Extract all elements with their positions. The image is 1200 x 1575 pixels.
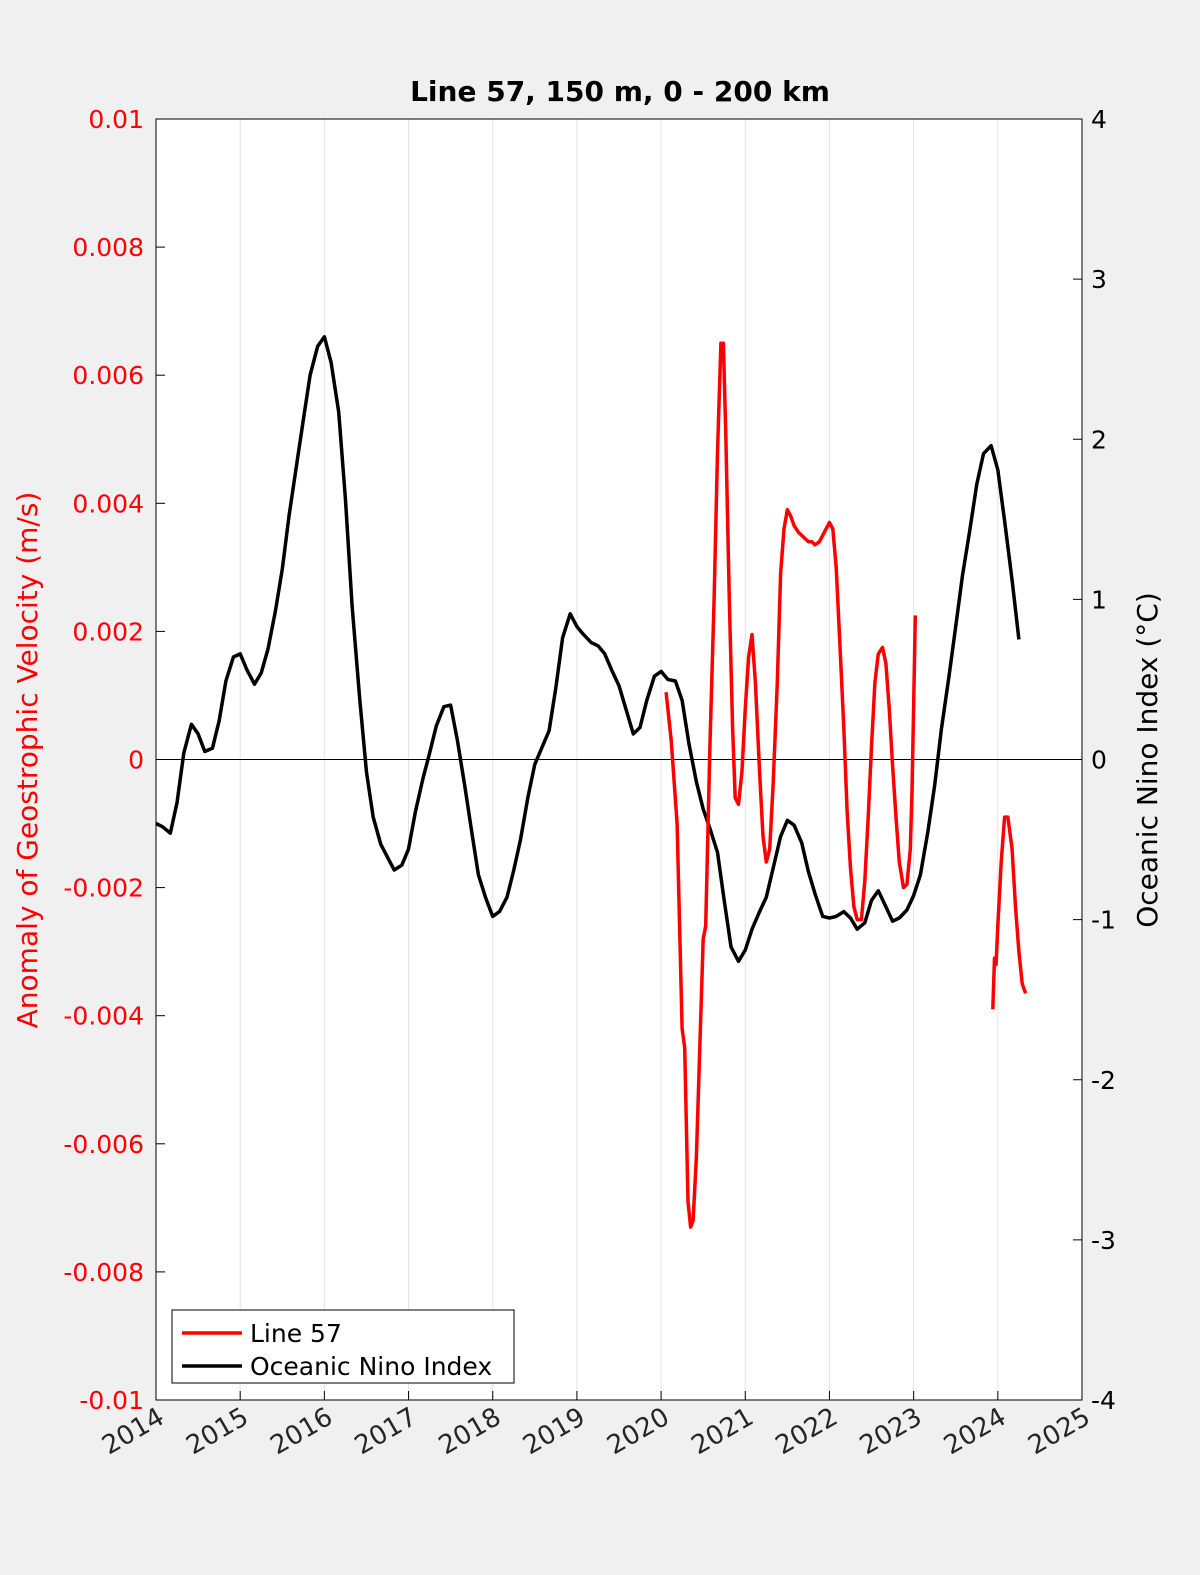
series-line-line-57 [664, 341, 918, 1229]
left-tick-label: 0 [128, 746, 144, 775]
legend: Line 57 Oceanic Nino Index [171, 1309, 515, 1384]
right-y-axis: 4 3 2 1 0 -1 -2 -3 -4 [1073, 105, 1116, 1415]
right-tick-label: 4 [1091, 105, 1107, 134]
series-line-oceanic-nino-index [155, 335, 1021, 964]
right-axis-label: Oceanic Nino Index (°C) [1131, 592, 1164, 928]
left-axis-label: Anomaly of Geostrophic Velocity (m/s) [11, 492, 44, 1029]
right-tick-label: -1 [1091, 906, 1116, 935]
right-tick-label: -3 [1091, 1226, 1116, 1255]
left-tick-label: -0.004 [63, 1002, 144, 1031]
left-y-axis: 0.01 0.008 0.006 0.004 0.002 0 -0.002 -0.004 -0.… [63, 105, 165, 1415]
chart-title: Line 57, 150 m, 0 - 200 km [410, 75, 830, 108]
left-tick-label: -0.006 [63, 1130, 144, 1159]
legend-label-oni: Oceanic Nino Index [250, 1352, 492, 1381]
left-tick-label: 0.008 [72, 233, 144, 262]
legend-label-line57: Line 57 [250, 1319, 342, 1348]
left-tick-label: 0.004 [72, 489, 144, 518]
series-line-line-57 [991, 815, 1028, 1010]
right-tick-label: 2 [1091, 425, 1107, 454]
left-tick-label: 0.002 [72, 617, 144, 646]
left-tick-label: -0.008 [63, 1258, 144, 1287]
left-tick-label: 0.01 [88, 105, 144, 134]
right-tick-label: -2 [1091, 1066, 1116, 1095]
right-tick-label: 0 [1091, 746, 1107, 775]
left-tick-label: -0.01 [79, 1386, 144, 1415]
series-layer [155, 335, 1028, 1229]
left-tick-label: -0.002 [63, 874, 144, 903]
right-tick-label: 3 [1091, 265, 1107, 294]
left-tick-label: 0.006 [72, 361, 144, 390]
right-tick-label: -4 [1091, 1386, 1116, 1415]
legend-box [171, 1309, 515, 1384]
right-tick-label: 1 [1091, 585, 1107, 614]
